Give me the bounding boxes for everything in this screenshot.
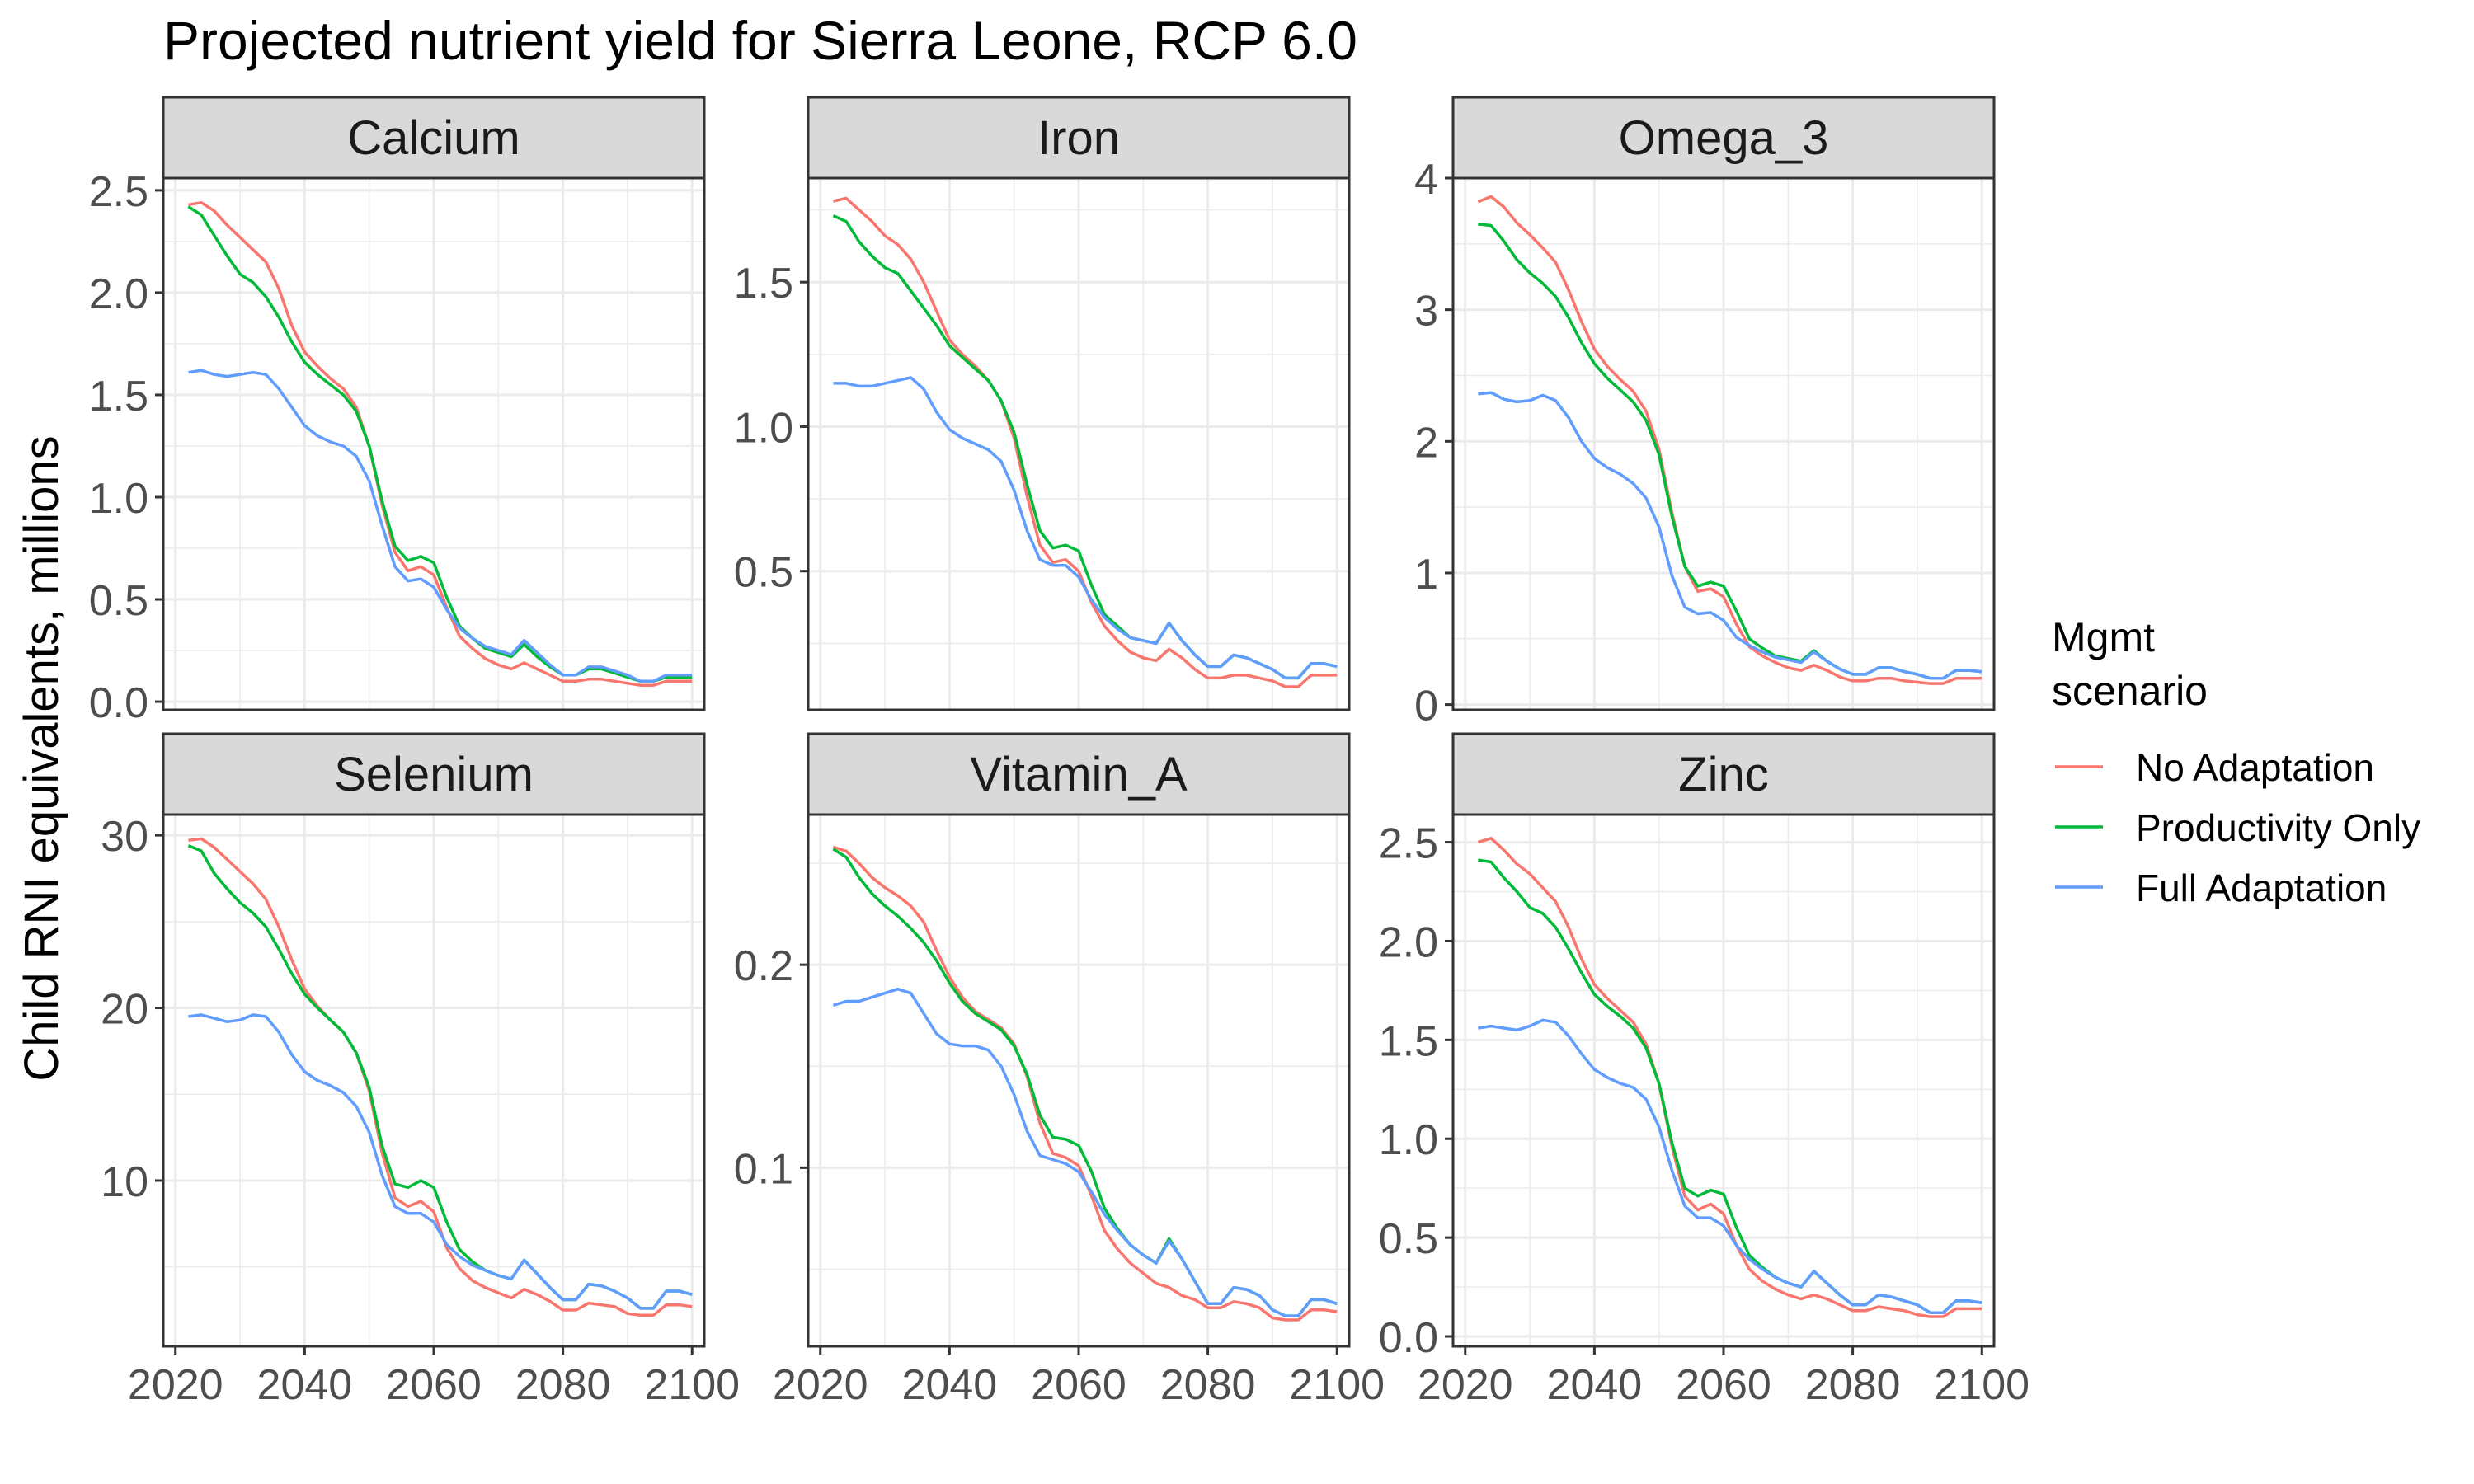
- panel-border: [807, 176, 1351, 711]
- y-tick-label: 20: [101, 986, 148, 1034]
- series-line-no-adaptation: [188, 837, 693, 1317]
- series-line-no-adaptation: [188, 201, 693, 687]
- panel-selenium: Selenium 10 20 30 2020 2040 2060 2080 2100: [101, 732, 740, 1409]
- x-tick-label: 2020: [1418, 1361, 1513, 1409]
- panel-iron: Iron 0.5 1.0 1.5: [734, 96, 1351, 711]
- panel-omega-3: Omega_3 0 1 2 3 4: [1414, 96, 1996, 730]
- x-tick-label: 2080: [515, 1361, 611, 1409]
- strip-label-iron: Iron: [1037, 111, 1120, 165]
- x-tick-label: 2100: [644, 1361, 740, 1409]
- series-line-full-adaptation: [1478, 1018, 1982, 1314]
- y-tick-label: 1.5: [89, 373, 148, 420]
- y-tick-label: 3: [1414, 288, 1438, 336]
- legend-title-line2: scenario: [2052, 668, 2208, 714]
- panel-zinc: Zinc 0.0 0.5 1.0 1.5 2.0 2.5 2020 2040 2060 2080 21…: [1379, 732, 2030, 1409]
- strip-label-vitamin-a: Vitamin_A: [970, 748, 1188, 801]
- chart-title: Projected nutrient yield for Sierra Leon…: [163, 10, 1357, 71]
- y-tick-label: 0.5: [734, 549, 793, 597]
- strip-calcium: [162, 96, 706, 180]
- legend-label-full-adaptation: Full Adaptation: [2136, 866, 2387, 909]
- series-line-no-adaptation: [1477, 195, 1982, 685]
- x-tick-label: 2100: [1934, 1361, 2030, 1409]
- x-tick-label: 2080: [1160, 1361, 1256, 1409]
- y-tick-label: 1.0: [734, 404, 793, 452]
- legend: Mgmt scenario No Adaptation Productivity …: [2052, 614, 2420, 909]
- series-line-full-adaptation: [188, 369, 693, 683]
- y-tick-label: 30: [101, 813, 148, 861]
- series-line-full-adaptation: [833, 376, 1338, 680]
- strip-omega-3: [1451, 96, 1996, 180]
- strip-selenium: [162, 732, 706, 816]
- y-tick-label: 0.0: [1379, 1314, 1438, 1362]
- x-tick-label: 2060: [1676, 1361, 1771, 1409]
- strip-vitamin-a: [807, 732, 1351, 816]
- series-line-full-adaptation: [832, 987, 1338, 1317]
- legend-label-no-adaptation: No Adaptation: [2136, 746, 2374, 789]
- y-tick-label: 2: [1414, 419, 1438, 467]
- strip-label-zinc: Zinc: [1678, 748, 1769, 801]
- y-tick-label: 10: [101, 1158, 148, 1206]
- panel-calcium: Calcium 0.0 0.5 1.0 1.5 2.0 2.5: [89, 96, 706, 727]
- series-line-productivity-only: [187, 205, 693, 683]
- y-tick-label: 0.1: [734, 1145, 793, 1193]
- y-tick-label: 0: [1414, 683, 1438, 730]
- series-line-full-adaptation: [1478, 391, 1982, 680]
- y-tick-label: 1: [1414, 551, 1438, 599]
- strip-label-omega-3: Omega_3: [1619, 111, 1829, 165]
- x-tick-label: 2020: [773, 1361, 868, 1409]
- x-tick-label: 2100: [1289, 1361, 1385, 1409]
- x-tick-label: 2060: [1031, 1361, 1126, 1409]
- y-tick-label: 0.5: [1379, 1215, 1438, 1263]
- y-axis-label: Child RNI equivalents, millions: [15, 435, 68, 1081]
- x-tick-label: 2040: [902, 1361, 998, 1409]
- y-tick-label: 0.0: [89, 679, 148, 727]
- y-tick-label: 1.5: [1379, 1017, 1438, 1065]
- series-line-full-adaptation: [188, 1013, 693, 1310]
- y-tick-label: 1.0: [89, 475, 148, 523]
- strip-label-calcium: Calcium: [347, 111, 520, 165]
- y-tick-label: 2.5: [1379, 820, 1438, 868]
- x-tick-label: 2040: [1547, 1361, 1643, 1409]
- y-tick-label: 1.5: [734, 260, 793, 308]
- x-tick-label: 2040: [257, 1361, 353, 1409]
- x-tick-label: 2060: [386, 1361, 482, 1409]
- strip-label-selenium: Selenium: [334, 748, 534, 801]
- y-tick-label: 2.0: [1379, 918, 1438, 966]
- facet-panels: Calcium 0.0 0.5 1.0 1.5 2.0 2.5 Iron 0.5 1.0 1.5 Om…: [89, 96, 2030, 1409]
- y-tick-label: 2.5: [89, 168, 148, 216]
- legend-title-line1: Mgmt: [2052, 614, 2155, 660]
- y-tick-label: 2.0: [89, 270, 148, 318]
- y-tick-label: 0.2: [734, 942, 793, 990]
- y-tick-label: 4: [1414, 156, 1438, 204]
- y-tick-label: 1.0: [1379, 1116, 1438, 1164]
- panel-border: [1451, 176, 1996, 711]
- strip-iron: [807, 96, 1351, 180]
- x-tick-label: 2020: [128, 1361, 223, 1409]
- x-tick-label: 2080: [1805, 1361, 1901, 1409]
- legend-label-productivity-only: Productivity Only: [2136, 806, 2420, 849]
- panel-vitamin-a: Vitamin_A 0.1 0.2 2020 2040 2060 2080 2100: [734, 732, 1385, 1409]
- panel-border: [162, 176, 706, 711]
- series-line-no-adaptation: [1477, 837, 1982, 1318]
- y-tick-label: 0.5: [89, 577, 148, 625]
